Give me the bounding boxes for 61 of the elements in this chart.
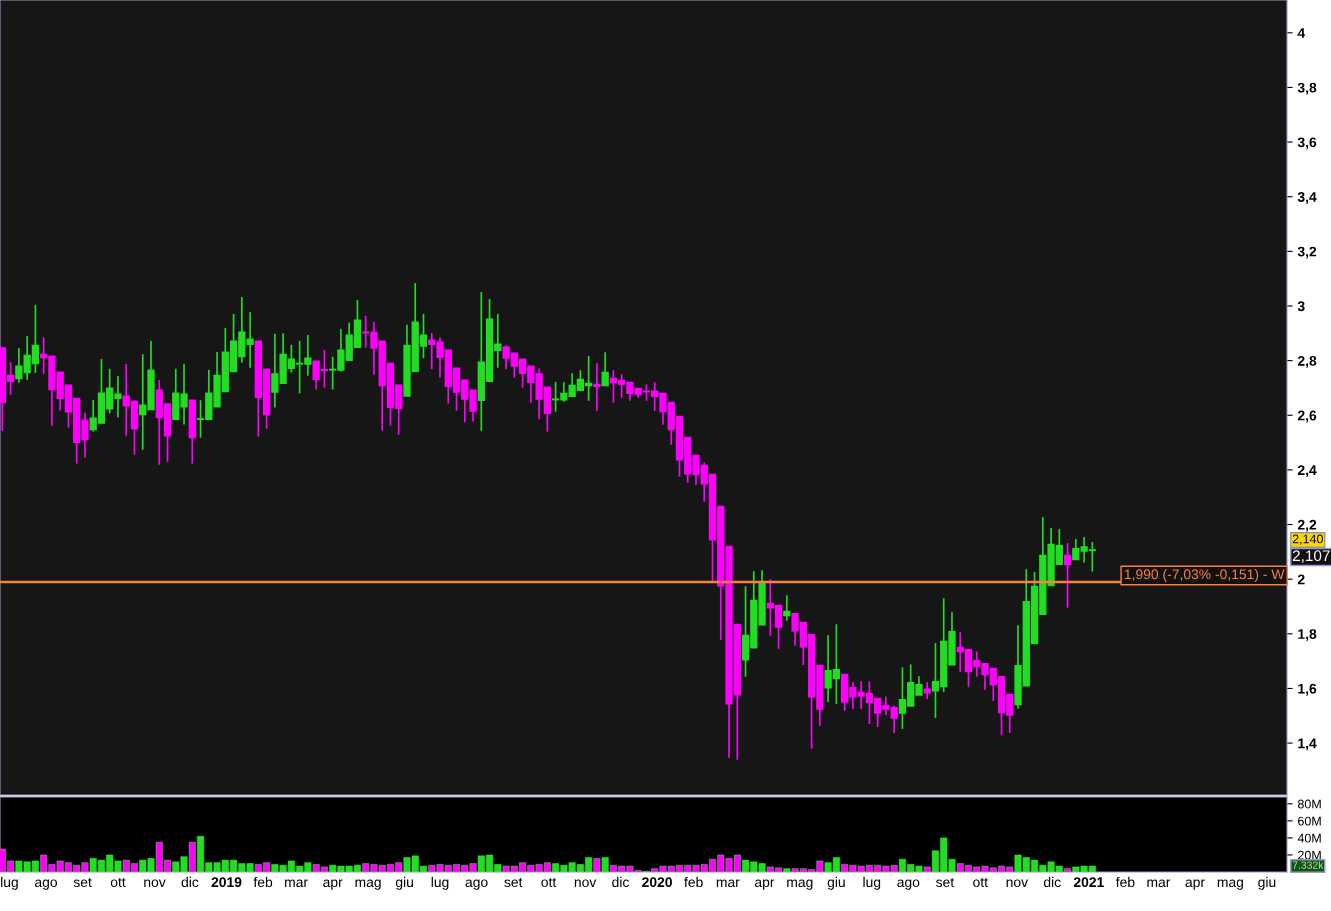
y-tick-label: 2,2 <box>1297 519 1317 532</box>
x-tick-label: ago <box>35 879 58 890</box>
candlestick <box>1063 542 1072 609</box>
x-tick-label: ott <box>541 877 557 888</box>
x-tick-label: nov <box>1006 879 1029 888</box>
text: 2,140 <box>1292 534 1323 545</box>
x-tick-label: dic <box>612 876 630 888</box>
x-tick-label: mag <box>787 879 813 890</box>
y-tick-label: 80M <box>1297 799 1321 809</box>
y-tick-label: 4 <box>1297 28 1306 38</box>
x-tick-label: mar <box>716 879 740 888</box>
y-tick-label: 3 <box>1297 301 1305 312</box>
x-tick-label: apr <box>323 879 343 890</box>
x-tick-label: ott <box>110 877 126 888</box>
x-tick-label: ago <box>465 879 488 890</box>
y-tick-label: 2,8 <box>1297 355 1317 368</box>
x-tick-label: lug <box>1 876 18 890</box>
ref-line-label: 1,990 (-7,03% -0,151) - W <box>1124 568 1285 582</box>
x-tick-label: nov <box>144 879 166 888</box>
y-tick-label: 60M <box>1298 816 1321 826</box>
x-tick-label: 2020 <box>642 877 672 888</box>
candlestick <box>601 351 609 387</box>
y-tick-label: 1,4 <box>1298 738 1317 751</box>
y-tick-label: 3,4 <box>1297 192 1317 204</box>
x-tick-label: nov <box>574 879 597 888</box>
x-tick-label: 2019 <box>211 877 242 888</box>
text: 7.332k <box>1292 861 1324 869</box>
text: 2,107 <box>1292 550 1330 563</box>
x-tick-label: dic <box>181 876 199 888</box>
x-tick-label: giu <box>395 876 413 890</box>
y-tick-label: 40M <box>1297 833 1321 843</box>
x-tick-label: set <box>504 877 523 888</box>
y-tick-label: 1,8 <box>1298 629 1317 641</box>
x-tick-label: feb <box>684 876 703 888</box>
x-tick-label: dic <box>1043 876 1061 888</box>
x-tick-label: set <box>73 877 92 888</box>
x-tick-label: ago <box>897 879 920 890</box>
y-tick-label: 3,8 <box>1297 82 1317 95</box>
candlestick <box>783 594 791 622</box>
x-tick-label: set <box>936 877 955 888</box>
x-tick-label: 2021 <box>1073 877 1104 888</box>
x-tick-label: lug <box>431 876 449 890</box>
y-tick-label: 3,6 <box>1297 137 1317 150</box>
y-tick-label: 2 <box>1297 574 1305 585</box>
y-tick-label: 2,4 <box>1297 465 1317 478</box>
x-tick-label: ott <box>973 877 988 888</box>
y-tick-label: 2,6 <box>1297 410 1317 423</box>
x-tick-label: mar <box>285 879 308 888</box>
x-tick-label: feb <box>253 876 273 888</box>
x-tick-label: mag <box>1217 879 1243 890</box>
x-tick-label: lug <box>863 876 881 890</box>
x-tick-label: apr <box>754 879 775 890</box>
x-tick-label: giu <box>827 876 845 890</box>
x-tick-label: mag <box>355 879 381 890</box>
x-tick-label: mar <box>1147 879 1171 888</box>
y-tick-label: 1,6 <box>1298 683 1317 696</box>
candlestick <box>593 362 601 412</box>
y-tick-label: 3,2 <box>1297 246 1317 259</box>
x-tick-label: giu <box>1258 876 1276 890</box>
x-tick-label: apr <box>1185 879 1205 890</box>
x-tick-label: feb <box>1115 876 1135 888</box>
